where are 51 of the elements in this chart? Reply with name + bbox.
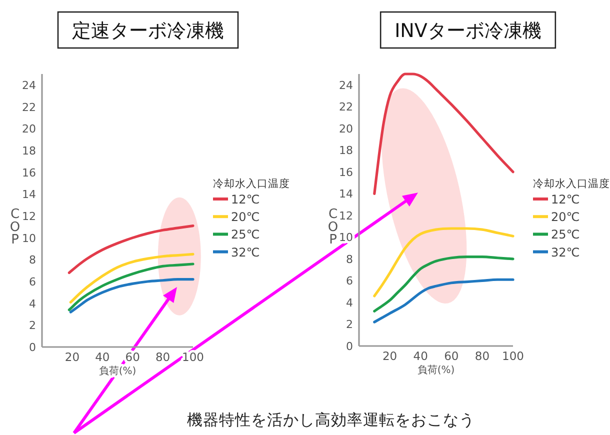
x-tick-label: 80 bbox=[474, 349, 490, 363]
legend-label: 12℃ bbox=[231, 192, 260, 206]
legend-label: 25℃ bbox=[551, 228, 580, 242]
x-tick-label: 40 bbox=[95, 350, 110, 364]
y-tick-label: 14 bbox=[22, 188, 36, 202]
y-tick-label: 12 bbox=[339, 209, 353, 222]
y-tick-label: 12 bbox=[22, 210, 36, 223]
y-tick-label: 6 bbox=[346, 274, 353, 288]
y-tick-label: 10 bbox=[22, 232, 36, 245]
y-tick-label: 20 bbox=[22, 122, 36, 136]
y-tick-label: 20 bbox=[339, 122, 353, 136]
x-tick-label: 100 bbox=[182, 350, 204, 364]
legend-label: 20℃ bbox=[551, 210, 580, 224]
y-tick-label: 4 bbox=[29, 297, 36, 310]
x-tick-label: 60 bbox=[444, 349, 459, 363]
x-tick-label: 100 bbox=[502, 349, 524, 363]
y-tick-label: 22 bbox=[22, 100, 36, 114]
x-axis-title: 負荷(%) bbox=[417, 364, 455, 376]
text: 機器特性を活かし高効率運転をおこなう bbox=[187, 411, 475, 429]
x-tick-label: 80 bbox=[155, 350, 170, 364]
y-tick-label: 6 bbox=[29, 275, 36, 288]
y-tick-label: 16 bbox=[339, 166, 353, 179]
legend-title: 冷却水入口温度 bbox=[213, 177, 290, 190]
chart-title: INVターボ冷凍機 bbox=[394, 20, 542, 42]
legend-label: 12℃ bbox=[551, 192, 580, 206]
y-tick-label: 24 bbox=[339, 78, 353, 92]
y-axis-title: COP bbox=[10, 207, 20, 248]
y-tick-label: 18 bbox=[339, 144, 353, 158]
legend-title: 冷却水入口温度 bbox=[533, 177, 610, 190]
legend-label: 32℃ bbox=[231, 245, 260, 260]
y-tick-label: 16 bbox=[22, 166, 36, 180]
y-tick-label: 10 bbox=[339, 231, 353, 244]
x-tick-label: 20 bbox=[64, 350, 80, 364]
y-tick-label: 0 bbox=[346, 340, 353, 353]
legend-label: 32℃ bbox=[551, 245, 580, 260]
y-axis-title: COP bbox=[328, 207, 338, 248]
y-tick-label: 4 bbox=[346, 296, 353, 310]
y-tick-label: 8 bbox=[346, 252, 353, 266]
y-tick-label: 8 bbox=[29, 254, 36, 267]
y-tick-label: 0 bbox=[29, 341, 36, 354]
y-tick-label: 2 bbox=[29, 319, 36, 332]
chart-title: 定速ターボ冷凍機 bbox=[72, 20, 224, 42]
legend-label: 25℃ bbox=[231, 228, 260, 242]
y-tick-label: 18 bbox=[22, 144, 36, 158]
x-tick-label: 40 bbox=[413, 349, 428, 363]
legend-label: 20℃ bbox=[231, 210, 260, 224]
y-tick-label: 24 bbox=[22, 78, 36, 92]
x-tick-label: 20 bbox=[382, 349, 398, 363]
y-tick-label: 22 bbox=[339, 100, 353, 114]
y-tick-label: 2 bbox=[346, 318, 353, 332]
y-tick-label: 14 bbox=[339, 188, 353, 201]
